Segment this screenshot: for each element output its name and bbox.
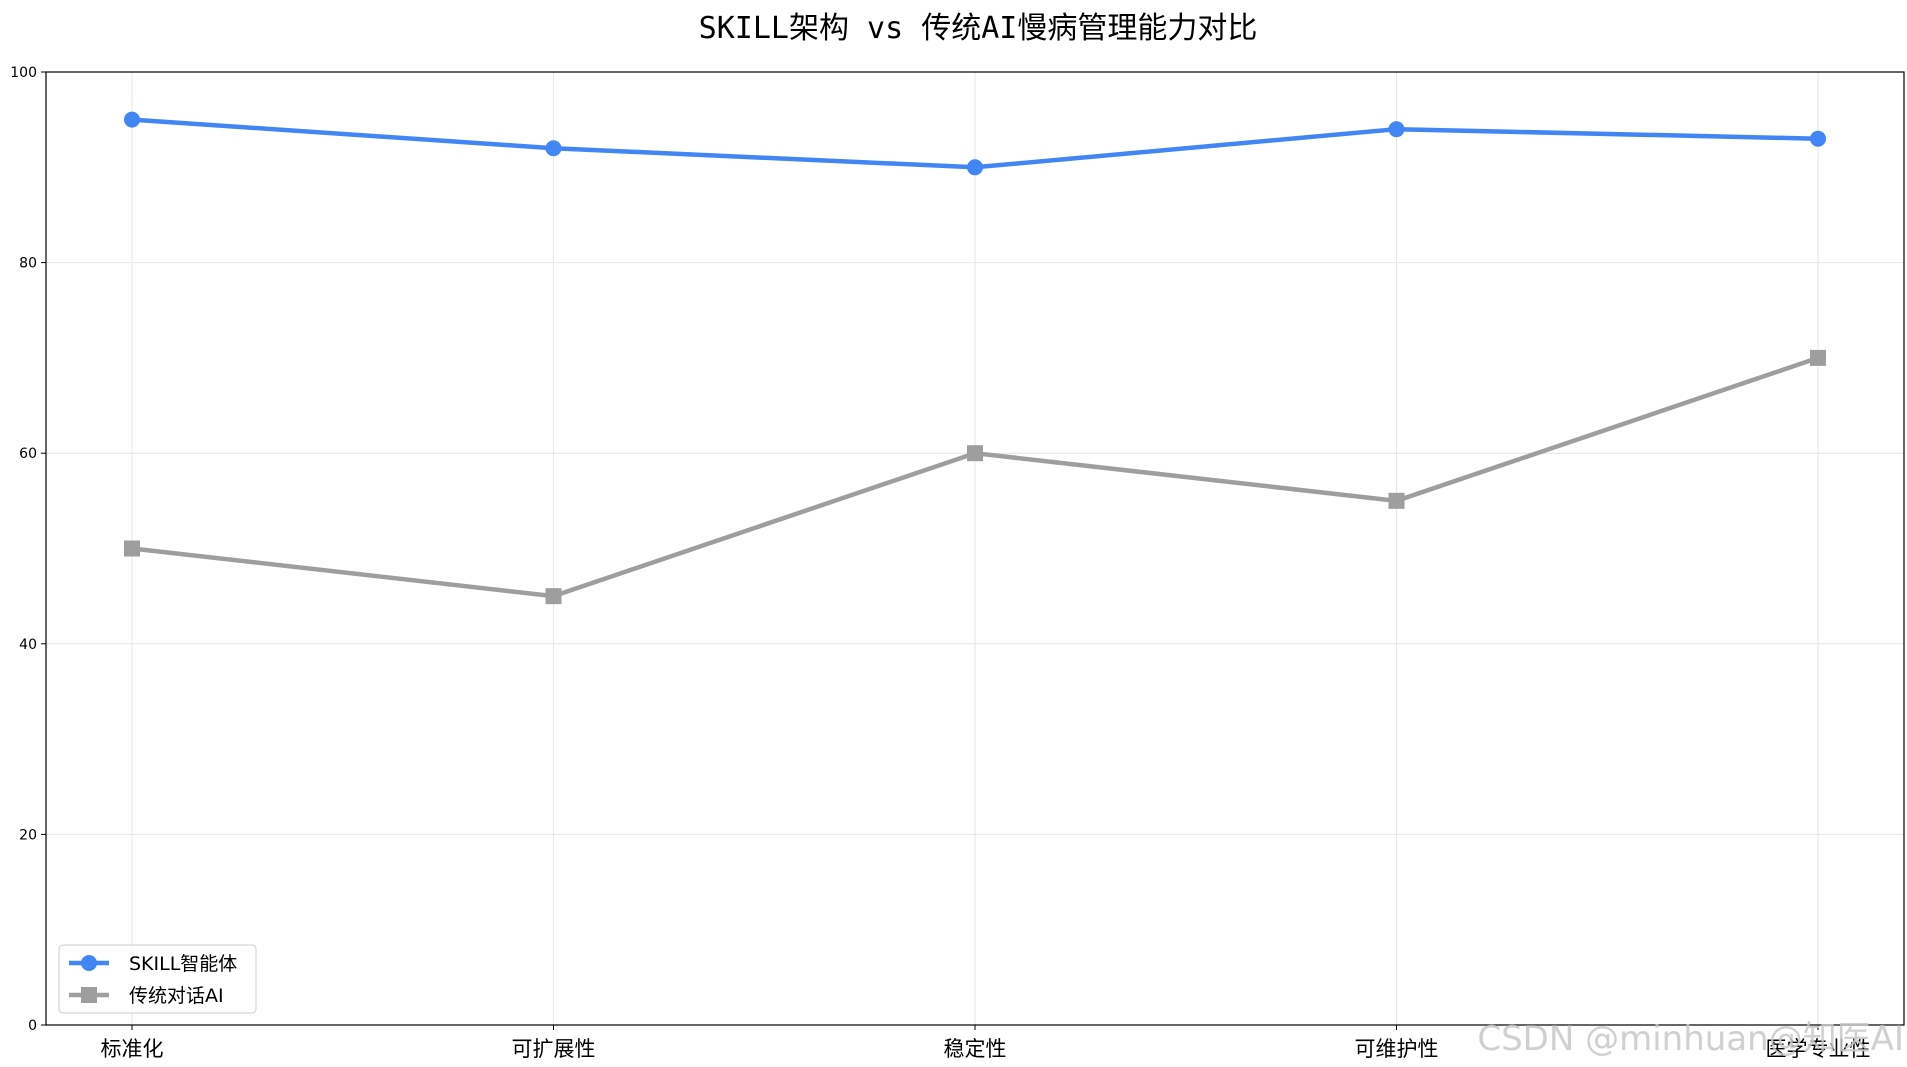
- x-tick-label: 标准化: [101, 1037, 164, 1061]
- data-point: [545, 588, 562, 605]
- y-tick-label: 60: [19, 446, 37, 462]
- x-tick-label: 医学专业性: [1766, 1037, 1871, 1061]
- data-point: [1388, 121, 1405, 138]
- watermark: CSDN @minhuan@知医AI: [1477, 1019, 1904, 1059]
- data-point: [1388, 492, 1405, 509]
- data-point: [124, 111, 140, 128]
- x-tick-label: 稳定性: [944, 1037, 1007, 1061]
- chart-title: SKILL架构 vs 传统AI慢病管理能力对比: [699, 11, 1258, 46]
- x-axis: 标准化 可扩展性 稳定性 可维护性 医学专业性: [101, 1025, 1871, 1061]
- data-point: [967, 159, 983, 176]
- data-point: [1810, 130, 1826, 147]
- data-point: [967, 445, 983, 462]
- legend-marker: [81, 987, 97, 1003]
- x-tick-label: 可维护性: [1355, 1037, 1439, 1061]
- legend-marker: [81, 955, 97, 971]
- y-tick-label: 80: [19, 256, 37, 272]
- legend-label: SKILL智能体: [129, 953, 237, 975]
- data-point: [545, 140, 562, 157]
- legend-label: 传统对话AI: [129, 985, 224, 1007]
- series-group: [124, 111, 1826, 605]
- data-point: [124, 540, 140, 557]
- y-tick-label: 100: [10, 65, 37, 81]
- x-tick-label: 可扩展性: [512, 1037, 596, 1061]
- y-tick-label: 40: [19, 637, 37, 653]
- y-axis: 0 20 40 60 80 100: [10, 65, 46, 1034]
- y-tick-label: 0: [28, 1018, 37, 1034]
- data-point: [1810, 349, 1826, 366]
- y-tick-label: 20: [19, 827, 37, 843]
- grid-lines: [46, 71, 1904, 1026]
